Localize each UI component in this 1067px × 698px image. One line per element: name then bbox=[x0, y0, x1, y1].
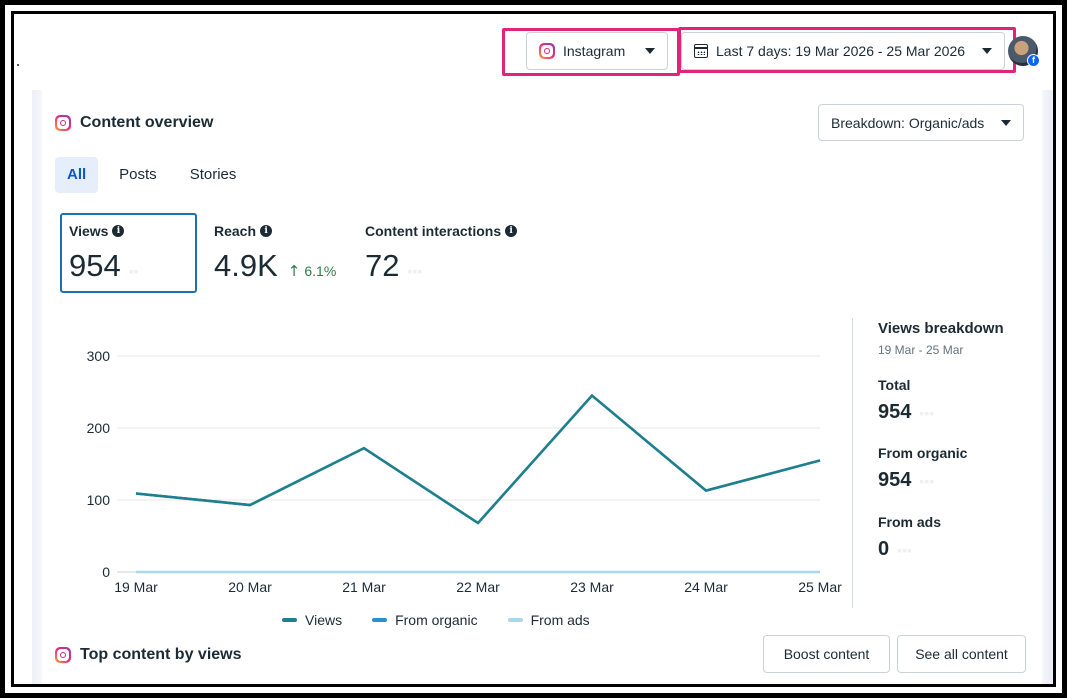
x-tick-label: 24 Mar bbox=[684, 579, 728, 595]
panel-edge-left bbox=[32, 90, 42, 684]
chart-legend: Views From organic From ads bbox=[282, 612, 620, 628]
views-line-chart: 0 100 200 300 19 Mar 20 Mar 21 Mar 22 Mar 23 Mar… bbox=[87, 348, 842, 595]
screen: Instagram Last 7 days: 19 Mar 2026 - 25 … bbox=[14, 14, 1053, 684]
top-bar: Instagram Last 7 days: 19 Mar 2026 - 25 … bbox=[14, 14, 1053, 90]
breakdown-label: Breakdown: Organic/ads bbox=[831, 114, 985, 131]
x-tick-label: 23 Mar bbox=[570, 579, 614, 595]
content-tabs: All Posts Stories bbox=[55, 157, 257, 193]
content-overview-header: Content overview bbox=[55, 114, 213, 132]
platform-dropdown[interactable]: Instagram bbox=[526, 32, 668, 70]
blurred-content: ▪▪▪ bbox=[919, 405, 935, 421]
breakdown-label: From organic bbox=[878, 445, 968, 461]
breakdown-total: Total 954 ▪▪▪ bbox=[878, 377, 934, 424]
top-content-header: Top content by views bbox=[55, 646, 242, 664]
legend-swatch bbox=[507, 618, 523, 622]
panel-edge-right bbox=[1042, 90, 1053, 684]
x-tick-label: 25 Mar bbox=[798, 579, 842, 595]
tab-posts[interactable]: Posts bbox=[119, 166, 157, 183]
metric-value: 4.9K bbox=[214, 248, 278, 283]
legend-item-organic[interactable]: From organic bbox=[372, 612, 478, 628]
blurred-content: ▪▪▪ bbox=[407, 263, 423, 279]
metric-value: 72 bbox=[365, 248, 400, 283]
instagram-icon bbox=[55, 647, 71, 663]
instagram-icon bbox=[55, 115, 71, 131]
legend-item-ads[interactable]: From ads bbox=[507, 612, 590, 628]
x-tick-label: 21 Mar bbox=[342, 579, 386, 595]
info-icon[interactable]: i bbox=[505, 225, 518, 237]
x-tick-label: 19 Mar bbox=[114, 579, 158, 595]
legend-swatch bbox=[282, 618, 297, 622]
breakdown-label: Total bbox=[878, 377, 911, 393]
tab-stories[interactable]: Stories bbox=[189, 166, 237, 183]
breakdown-value: 0 bbox=[878, 538, 890, 560]
legend-swatch bbox=[372, 618, 388, 622]
content-overview-panel: Content overview Breakdown: Organic/ads … bbox=[42, 90, 1042, 684]
caret-down-icon bbox=[645, 48, 655, 54]
caret-down-icon bbox=[982, 48, 992, 54]
views-breakdown: Views breakdown 19 Mar - 25 Mar Total 95… bbox=[878, 320, 1038, 560]
legend-item-views[interactable]: Views bbox=[282, 612, 342, 628]
y-tick-label: 300 bbox=[87, 348, 111, 364]
x-tick-label: 20 Mar bbox=[228, 579, 272, 595]
instagram-icon bbox=[539, 43, 555, 59]
legend-label: From ads bbox=[530, 612, 590, 628]
breakdown-value: 954 bbox=[878, 401, 912, 423]
see-all-content-button[interactable]: See all content bbox=[897, 635, 1026, 673]
info-icon[interactable]: i bbox=[112, 225, 125, 237]
section-title: Content overview bbox=[80, 114, 214, 131]
change-value: 6.1% bbox=[304, 263, 337, 279]
date-range-label: Last 7 days: 19 Mar 2026 - 25 Mar 2026 bbox=[716, 43, 966, 59]
section-title: Top content by views bbox=[80, 646, 242, 663]
boost-content-button[interactable]: Boost content bbox=[763, 635, 890, 673]
facebook-icon: f bbox=[1027, 54, 1040, 67]
metric-label: Reach bbox=[214, 223, 257, 239]
breakdown-value: 954 bbox=[878, 469, 912, 491]
y-tick-label: 0 bbox=[102, 564, 110, 580]
stray-dot bbox=[17, 64, 19, 66]
metric-card-views[interactable]: Views i 954 ▪▪ bbox=[60, 213, 197, 293]
breakdown-date-range: 19 Mar - 25 Mar bbox=[878, 343, 964, 357]
breakdown-organic: From organic 954 ▪▪▪ bbox=[878, 445, 967, 492]
y-tick-label: 200 bbox=[87, 420, 111, 436]
breakdown-label: From ads bbox=[878, 514, 942, 530]
info-icon[interactable]: i bbox=[260, 225, 273, 237]
arrow-up-icon: ↑ bbox=[287, 262, 301, 280]
date-range-dropdown[interactable]: Last 7 days: 19 Mar 2026 - 25 Mar 2026 bbox=[681, 32, 1005, 70]
platform-label: Instagram bbox=[563, 43, 626, 59]
calendar-icon bbox=[694, 44, 708, 58]
series-line-views bbox=[135, 393, 821, 525]
blurred-content: ▪▪▪ bbox=[897, 542, 913, 558]
blurred-content: ▪▪▪ bbox=[919, 473, 935, 489]
breakdown-ads: From ads 0 ▪▪▪ bbox=[878, 514, 941, 561]
metric-card-reach[interactable]: Reach i 4.9K ↑ 6.1% bbox=[214, 223, 336, 284]
y-tick-label: 100 bbox=[87, 492, 111, 508]
metric-label: Content interactions bbox=[365, 223, 502, 239]
metric-label: Views bbox=[69, 223, 109, 239]
change-indicator: ↑ 6.1% bbox=[288, 262, 337, 280]
legend-label: From organic bbox=[395, 612, 478, 628]
breakdown-title: Views breakdown bbox=[878, 320, 1004, 337]
metric-card-interactions[interactable]: Content interactions i 72 ▪▪▪ bbox=[365, 223, 518, 284]
x-tick-label: 22 Mar bbox=[456, 579, 500, 595]
breakdown-dropdown[interactable]: Breakdown: Organic/ads bbox=[818, 104, 1024, 141]
blurred-content: ▪▪ bbox=[128, 263, 139, 279]
tab-all[interactable]: All bbox=[55, 157, 99, 193]
vertical-divider bbox=[852, 318, 853, 608]
caret-down-icon bbox=[1001, 119, 1011, 126]
metric-value: 954 bbox=[69, 248, 121, 283]
legend-label: Views bbox=[305, 612, 343, 628]
